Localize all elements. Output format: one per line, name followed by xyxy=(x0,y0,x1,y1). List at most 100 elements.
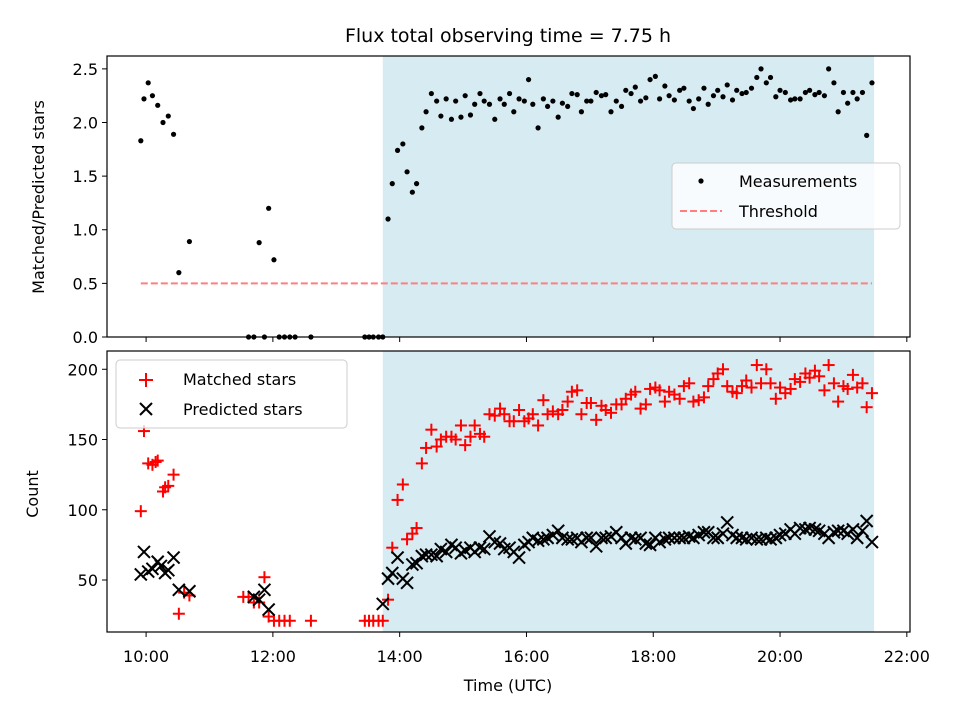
matched-star-point xyxy=(304,614,317,627)
predicted-star-point xyxy=(473,540,487,555)
measurement-point xyxy=(767,74,774,81)
matched-star-point xyxy=(507,415,520,428)
predicted-x-b xyxy=(682,529,696,544)
predicted-x-b xyxy=(759,531,774,545)
matched-star-point xyxy=(498,408,511,421)
measurement-point xyxy=(400,141,406,147)
matched-star-point xyxy=(730,387,743,400)
predicted-x-b xyxy=(145,562,160,576)
predicted-star-point xyxy=(850,531,864,545)
predicted-x-b xyxy=(831,524,845,538)
measurement-point xyxy=(724,82,730,88)
predicted-x-b xyxy=(376,597,390,611)
measurement-point xyxy=(428,90,434,97)
matched-star-point xyxy=(769,392,782,405)
measurement-point xyxy=(443,96,449,102)
predicted-x-b xyxy=(798,522,813,537)
predicted-x-b xyxy=(808,522,822,537)
measurement-point xyxy=(826,66,832,72)
x-tick-label: 14:00 xyxy=(377,647,423,666)
matched-star-point xyxy=(822,359,835,372)
matched-star-point xyxy=(464,430,477,443)
matched-star-point xyxy=(663,385,676,398)
predicted-star-point xyxy=(706,531,721,545)
measurement-point xyxy=(256,240,262,246)
predicted-x-b xyxy=(836,524,851,538)
x-tick-label: 18:00 xyxy=(630,647,676,666)
measurement-point xyxy=(165,113,171,119)
predicted-x-b xyxy=(439,545,453,559)
measurement-point xyxy=(598,93,605,99)
measurement-point xyxy=(149,93,156,99)
measurement-point xyxy=(681,85,687,91)
matched-star-point xyxy=(683,377,696,390)
measurement-point xyxy=(763,80,769,86)
matched-star-point xyxy=(571,384,584,397)
matched-star-point xyxy=(396,478,409,491)
predicted-x-b xyxy=(166,550,181,565)
measurement-point xyxy=(754,74,760,81)
predicted-x-b xyxy=(706,531,721,545)
predicted-star-point xyxy=(257,583,272,597)
predicted-x-b xyxy=(802,521,817,535)
measurement-point xyxy=(145,80,151,86)
measurement-point xyxy=(453,98,459,104)
predicted-star-point xyxy=(512,550,526,565)
count-panel: Count Time (UTC) 50 100 150 200 10:00 12:00 14… xyxy=(23,350,930,695)
measurement-point xyxy=(413,181,420,187)
matched-star-point xyxy=(813,370,826,383)
matched-star-point xyxy=(541,408,554,421)
matched-star-point xyxy=(425,423,438,436)
y-tick-label: 150 xyxy=(67,431,98,450)
measurement-point xyxy=(643,95,649,101)
ratio-legend-box xyxy=(671,162,901,230)
x-tick-label: 22:00 xyxy=(884,647,930,666)
predicted-star-point xyxy=(134,567,148,582)
y-tick-label: 2.0 xyxy=(73,113,98,132)
matched-star-point xyxy=(513,404,526,417)
predicted-star-point xyxy=(536,532,551,546)
matched-star-point xyxy=(856,377,869,390)
measurement-point xyxy=(777,87,783,93)
predicted-star-point xyxy=(643,538,657,552)
measurement-point xyxy=(859,89,866,96)
predicted-star-point xyxy=(855,524,870,538)
predicted-x-b xyxy=(536,532,551,546)
predicted-x-b xyxy=(473,540,487,555)
y-tick-label: 50 xyxy=(78,571,98,590)
x-tick-label: 16:00 xyxy=(503,647,549,666)
measurement-point xyxy=(544,103,551,110)
matched-star-point xyxy=(167,468,180,481)
predicted-x-b xyxy=(261,602,276,617)
measurement-point xyxy=(516,96,522,102)
measurement-point xyxy=(170,131,177,137)
predicted-x-b xyxy=(161,563,175,577)
measurement-point xyxy=(467,112,474,118)
matched-star-point xyxy=(468,419,481,432)
measurement-point xyxy=(662,83,668,89)
predicted-x-b xyxy=(662,531,676,545)
measurement-point xyxy=(385,216,391,222)
matched-star-point xyxy=(478,430,491,443)
predicted-x-b xyxy=(720,515,734,530)
matched-star-point xyxy=(697,391,710,404)
predicted-x-b xyxy=(390,550,405,565)
predicted-star-point xyxy=(429,549,444,563)
predicted-x-b xyxy=(594,531,609,545)
matched-star-point xyxy=(584,396,597,409)
matched-star-point xyxy=(459,439,472,452)
measurement-point xyxy=(603,92,609,98)
matched-star-point xyxy=(430,440,443,453)
measurement-point xyxy=(802,89,808,96)
predicted-star-point xyxy=(798,522,813,537)
measurement-point xyxy=(812,92,818,98)
measurement-point xyxy=(511,109,517,115)
measurement-point xyxy=(613,98,619,104)
measurement-point xyxy=(559,100,565,106)
predicted-x-b xyxy=(252,592,266,607)
matched-star-point xyxy=(860,401,873,414)
y-tick-label: 0.0 xyxy=(73,328,98,347)
measurement-point xyxy=(632,84,638,90)
predicted-star-point xyxy=(865,535,879,549)
